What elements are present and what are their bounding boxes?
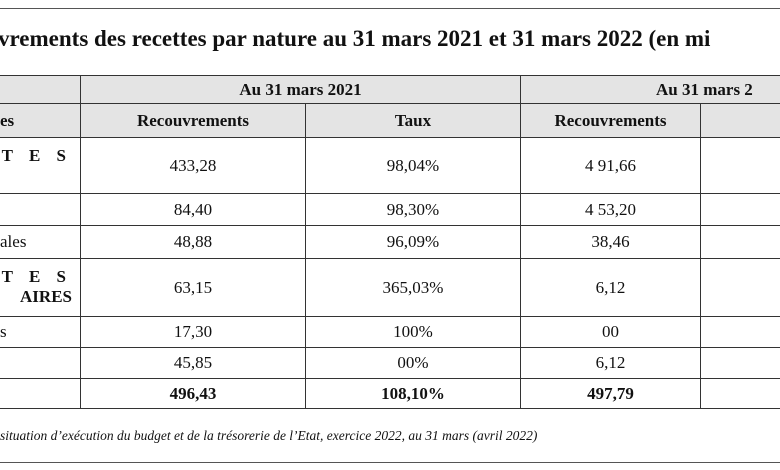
table-row: 84,40 98,30% 4 53,20	[0, 193, 780, 226]
label-line: ales	[0, 232, 27, 251]
table-row: 496,43 108,10% 497,79	[0, 378, 780, 409]
table: Au 31 mars 2021 Au 31 mars 2 es Recouvremen…	[0, 75, 780, 409]
cell: 497,79	[520, 378, 701, 409]
cell	[700, 378, 780, 409]
label-line: AIRES	[20, 287, 72, 306]
row-label	[0, 378, 81, 409]
cell	[700, 258, 780, 317]
title: vrements des recettes par nature au 31 m…	[0, 26, 711, 51]
row-label: T E S AIRES	[0, 258, 81, 317]
row-label	[0, 347, 81, 379]
cell: 00%	[305, 347, 521, 379]
table-wrap: Au 31 mars 2021 Au 31 mars 2 es Recouvremen…	[0, 75, 780, 409]
rule	[0, 462, 780, 463]
label-line: T E S	[1, 146, 72, 165]
row-label	[0, 193, 81, 226]
cell: 17,30	[80, 316, 306, 348]
cell: 45,85	[80, 347, 306, 379]
rule	[0, 8, 780, 9]
group-header: Au 31 mars 2	[520, 75, 780, 104]
cell: 00	[520, 316, 701, 348]
row-label: s	[0, 316, 81, 348]
header-row: Au 31 mars 2021 Au 31 mars 2	[0, 75, 780, 104]
cell: 63,15	[80, 258, 306, 317]
cell: 6,12	[520, 347, 701, 379]
header-row: es Recouvrements Taux Recouvrements	[0, 103, 780, 138]
row-label: ales	[0, 225, 81, 259]
table-row: T E S AIRES 63,15 365,03% 6,12	[0, 258, 780, 317]
header-cell	[0, 75, 81, 104]
cell: 98,30%	[305, 193, 521, 226]
column-header: es	[0, 103, 81, 138]
cell: 4 91,66	[520, 137, 701, 194]
group-header: Au 31 mars 2021	[80, 75, 521, 104]
cell: 365,03%	[305, 258, 521, 317]
label-line: T E S	[1, 267, 72, 286]
cell	[700, 225, 780, 259]
column-header: Recouvrements	[80, 103, 306, 138]
cell: 496,43	[80, 378, 306, 409]
table-row: 45,85 00% 6,12	[0, 347, 780, 379]
cell: 100%	[305, 316, 521, 348]
cell	[700, 316, 780, 348]
cell: 48,88	[80, 225, 306, 259]
cell: 433,28	[80, 137, 306, 194]
cell: 4 53,20	[520, 193, 701, 226]
cell: 98,04%	[305, 137, 521, 194]
label-line: s	[0, 322, 7, 341]
column-header	[700, 103, 780, 138]
cell	[700, 193, 780, 226]
cell: 38,46	[520, 225, 701, 259]
cell: 96,09%	[305, 225, 521, 259]
table-row: ales 48,88 96,09% 38,46	[0, 225, 780, 259]
row-label: T E S	[0, 137, 81, 194]
column-header: Recouvrements	[520, 103, 701, 138]
cell: 108,10%	[305, 378, 521, 409]
cell: 84,40	[80, 193, 306, 226]
source-note: situation d’exécution du budget et de la…	[0, 428, 538, 443]
cell: 6,12	[520, 258, 701, 317]
table-row: T E S 433,28 98,04% 4 91,66	[0, 137, 780, 194]
column-header: Taux	[305, 103, 521, 138]
cell	[700, 137, 780, 194]
cell	[700, 347, 780, 379]
table-row: s 17,30 100% 00	[0, 316, 780, 348]
